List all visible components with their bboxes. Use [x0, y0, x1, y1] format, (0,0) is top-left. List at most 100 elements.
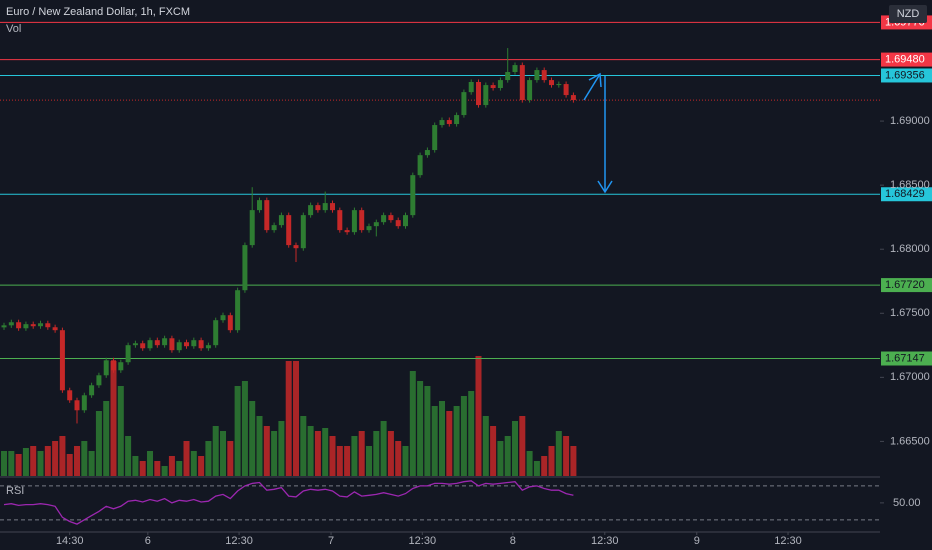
candle-body	[103, 360, 109, 376]
volume-bar	[37, 451, 44, 476]
volume-bar	[512, 421, 519, 476]
y-tick-label: 1.67000	[890, 371, 930, 383]
volume-bar	[424, 386, 431, 476]
candle-body	[373, 222, 379, 227]
candle-body	[257, 200, 263, 211]
volume-bar	[395, 441, 402, 476]
candle-body	[476, 82, 482, 106]
candle-body	[446, 120, 452, 125]
candle-body	[132, 343, 138, 346]
price-level-tag	[881, 278, 932, 293]
volume-bar	[460, 396, 467, 476]
candle-body	[337, 210, 343, 231]
volume-bar	[468, 391, 475, 476]
candle-body	[344, 230, 350, 233]
y-tick-label: 1.69000	[890, 115, 930, 127]
volume-bar	[285, 361, 292, 476]
candle-body	[1, 325, 7, 328]
volume-bar	[249, 401, 256, 476]
candle-body	[81, 395, 87, 411]
x-tick-label: 7	[328, 535, 334, 547]
volume-bar	[504, 436, 511, 476]
candle-body	[59, 330, 65, 391]
candle-body	[213, 320, 219, 346]
volume-bar	[409, 371, 416, 476]
candle-body	[67, 390, 73, 401]
candle-body	[388, 215, 394, 221]
volume-bar	[533, 461, 540, 476]
currency: NZD	[897, 8, 920, 20]
arrow-head	[588, 72, 602, 88]
candle-body	[505, 72, 511, 81]
candle-body	[556, 84, 562, 86]
price-level-label: 1.69356	[885, 69, 925, 81]
chart-title: Euro / New Zealand Dollar, 1h, FXCM	[6, 6, 190, 18]
candle-body	[96, 375, 102, 386]
volume-bar	[548, 446, 555, 476]
candle-body	[30, 324, 36, 327]
candle-body	[220, 315, 226, 321]
candle-body	[125, 345, 131, 363]
candle-body	[417, 155, 423, 176]
rsi-label: RSI	[6, 485, 24, 497]
candle-body	[89, 385, 95, 396]
volume-bar	[139, 461, 146, 476]
volume-bar	[336, 446, 343, 476]
candle-body	[534, 70, 540, 81]
x-tick-label: 12:30	[225, 535, 253, 547]
volume-bar	[351, 436, 358, 476]
candle-body	[549, 80, 555, 86]
candle-body	[432, 125, 438, 151]
volume-bar	[497, 441, 504, 476]
volume-bar	[234, 386, 241, 476]
volume-bar	[74, 446, 81, 476]
volume-bar	[95, 411, 102, 476]
volume-bar	[475, 356, 482, 476]
volume-bar	[44, 446, 51, 476]
volume-bar	[190, 451, 197, 476]
volume-bar	[227, 441, 234, 476]
volume-bar	[183, 441, 190, 476]
volume-bar	[322, 428, 329, 476]
volume-bar	[161, 466, 168, 476]
candle-body	[249, 210, 255, 246]
volume-bar	[380, 421, 387, 476]
price-level-tag	[881, 187, 932, 202]
candle-body	[497, 80, 503, 89]
candle-body	[330, 203, 336, 211]
y-tick-label: 1.67500	[890, 307, 930, 319]
candle-body	[315, 205, 321, 211]
volume-bar	[271, 431, 278, 476]
volume-bar	[373, 431, 380, 476]
candle-body	[541, 70, 547, 81]
candle-body	[527, 80, 533, 101]
volume-bar	[307, 426, 314, 476]
candle-body	[52, 327, 58, 331]
candle-body	[468, 82, 474, 93]
volume-bar	[256, 416, 263, 476]
arrow-head	[597, 180, 613, 194]
volume-bar	[526, 451, 533, 476]
candle-body	[381, 215, 387, 223]
volume-bar	[555, 431, 562, 476]
candle-body	[140, 343, 146, 349]
candle-body	[235, 290, 241, 331]
price-level-label: 1.67147	[885, 352, 925, 364]
x-tick-label: 12:30	[409, 535, 437, 547]
volume-bar	[278, 421, 285, 476]
volume-bar	[366, 446, 373, 476]
volume-bar	[482, 416, 489, 476]
arrow-up	[583, 73, 601, 101]
volume-bar	[212, 426, 219, 476]
volume-bar	[490, 426, 497, 476]
volume-bar	[125, 436, 132, 476]
volume-bar	[1, 451, 8, 476]
candle-body	[162, 338, 168, 346]
candle-body	[454, 115, 460, 125]
volume-bar	[241, 381, 248, 476]
candle-body	[366, 226, 372, 231]
volume-bar	[417, 381, 424, 476]
volume-label: Vol	[6, 23, 21, 35]
candle-body	[300, 215, 306, 249]
volume-bar	[117, 386, 124, 476]
